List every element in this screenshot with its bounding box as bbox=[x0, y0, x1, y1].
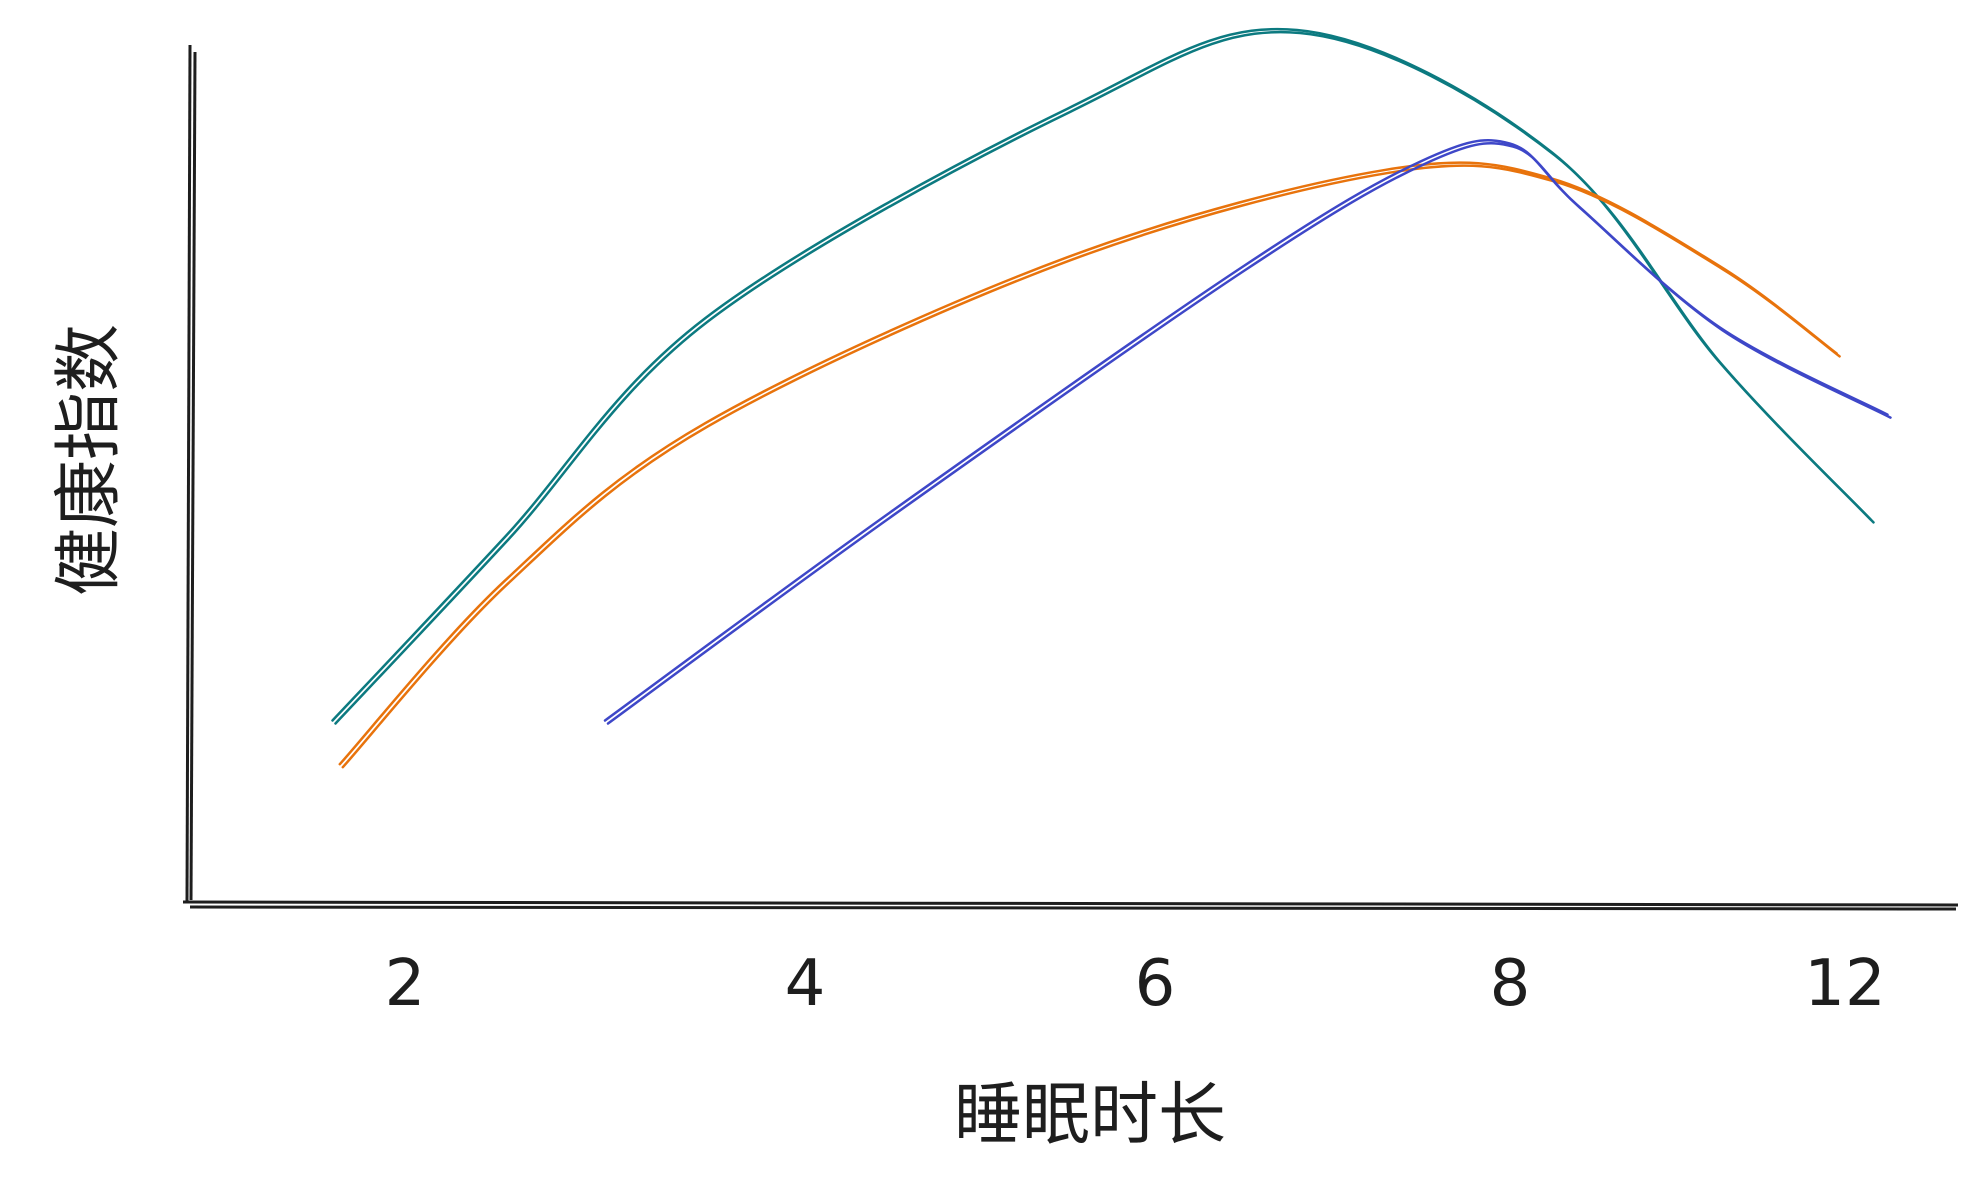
y-axis-title: 健康指数 bbox=[50, 324, 129, 596]
x-tick-label-4: 4 bbox=[785, 947, 826, 1021]
x-axis bbox=[182, 900, 1959, 907]
series-1-line-sketch-stroke bbox=[334, 30, 1875, 725]
series-2-line-sketch-stroke bbox=[341, 164, 1841, 769]
x-axis-title: 睡眠时长 bbox=[954, 1076, 1226, 1155]
x-tick-label-12: 12 bbox=[1804, 947, 1885, 1021]
x-tick-label-2: 2 bbox=[385, 947, 426, 1021]
x-tick-labels: 2 4 6 8 12 bbox=[385, 947, 1886, 1021]
series-layer bbox=[331, 27, 1892, 769]
x-tick-label-6: 6 bbox=[1135, 947, 1176, 1021]
x-tick-label-8: 8 bbox=[1490, 947, 1531, 1021]
series-1-line bbox=[331, 27, 1872, 722]
y-axis bbox=[185, 44, 192, 903]
y-axis-sketch-stroke bbox=[189, 51, 197, 901]
x-axis-sketch-stroke bbox=[189, 905, 1957, 911]
series-3-line bbox=[603, 139, 1889, 722]
series-3-line-sketch-stroke bbox=[606, 142, 1892, 725]
